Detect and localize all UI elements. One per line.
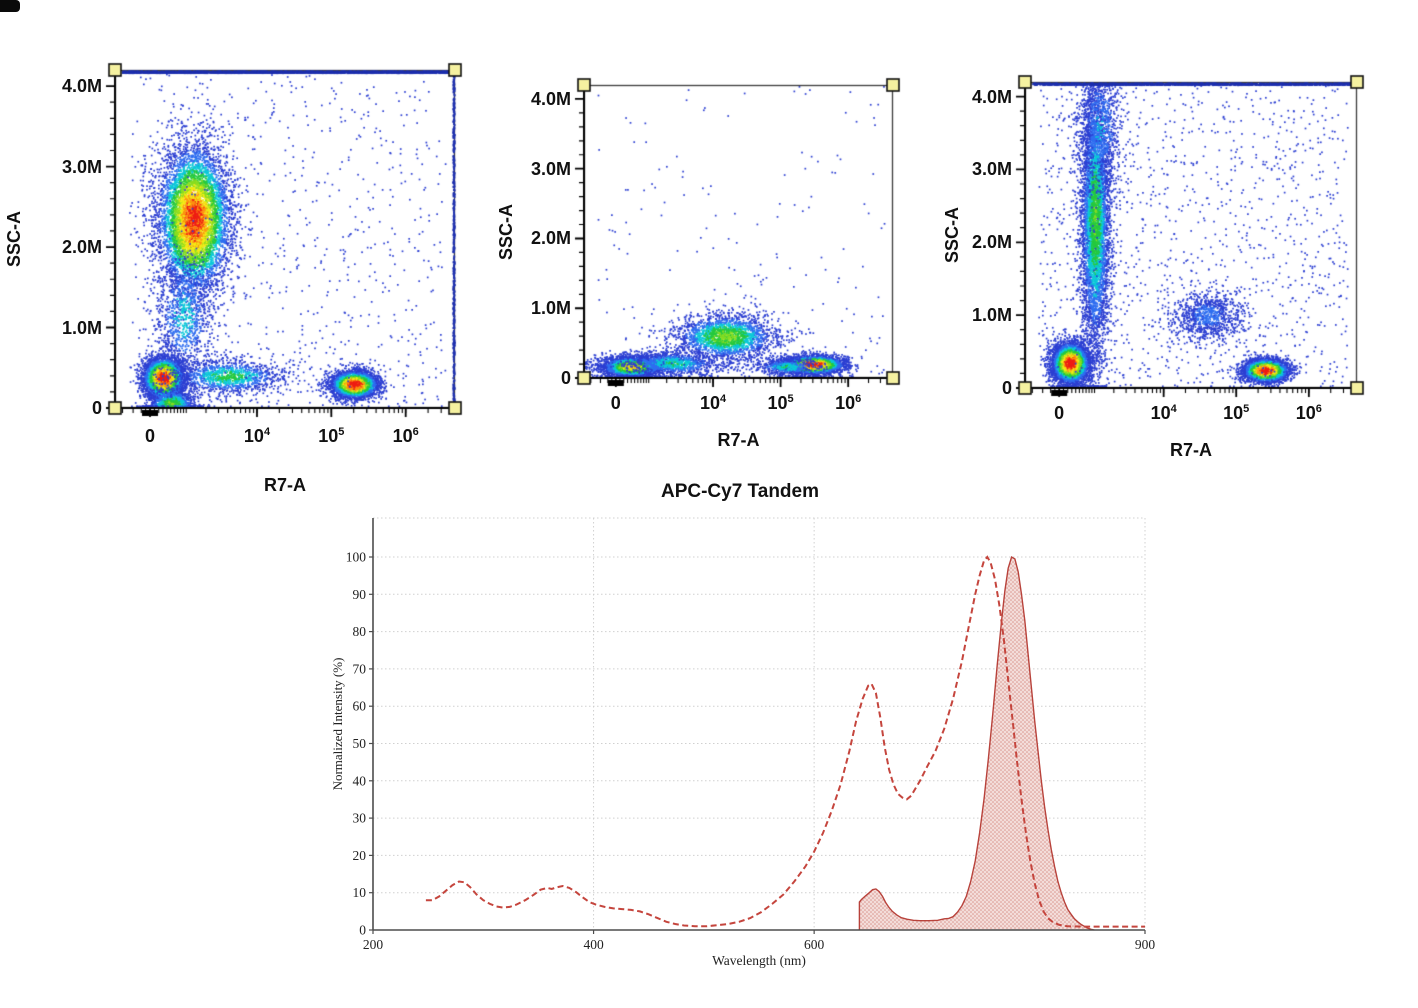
x-tick-label: 200 bbox=[363, 937, 384, 952]
fcs-plot-right-ylabel: SSC-A bbox=[942, 207, 962, 264]
fcs-plot-middle-ytick: 3.0M bbox=[530, 158, 571, 179]
fcs-plot-right-xlabel: R7-A bbox=[1169, 440, 1213, 460]
fcs-plot-right bbox=[1011, 72, 1371, 408]
fcs-plot-middle-xtick: 0 bbox=[610, 393, 621, 413]
x-tick-label: 900 bbox=[1135, 937, 1156, 952]
y-tick-label: 100 bbox=[346, 550, 367, 565]
fcs-plot-right-ytick: 2.0M bbox=[971, 232, 1012, 253]
fcs-plot-middle-ytick: 1.0M bbox=[530, 298, 571, 319]
exponent: 6 bbox=[1315, 403, 1322, 415]
corner-artifact bbox=[0, 0, 20, 12]
fcs-plot-right-ytick: 0 bbox=[1001, 378, 1012, 398]
exponent: 4 bbox=[263, 426, 271, 438]
fcs-plot-left-ytick: 3.0M bbox=[61, 156, 102, 177]
fcs-plot-left-xtick: 104 bbox=[243, 426, 271, 446]
y-tick-label: 70 bbox=[353, 661, 367, 676]
fcs-plot-middle-xtick: 105 bbox=[767, 393, 794, 413]
fcs-plot-left-xlabel: R7-A bbox=[263, 475, 307, 495]
emission-area bbox=[859, 557, 1095, 930]
x-tick-label: 400 bbox=[583, 937, 604, 952]
x-axis-title: Wavelength (nm) bbox=[712, 953, 806, 968]
exponent: 5 bbox=[338, 426, 345, 438]
fcs-plot-middle-ytick: 4.0M bbox=[530, 88, 571, 109]
fcs-plot-right-canvas bbox=[1011, 72, 1371, 408]
y-tick-label: 60 bbox=[353, 699, 367, 714]
y-tick-label: 50 bbox=[353, 736, 367, 751]
fcs-plot-middle-xtick: 104 bbox=[699, 393, 727, 413]
fcs-plot-left-xtick: 0 bbox=[145, 426, 156, 446]
fcs-plot-middle-ytick: 2.0M bbox=[530, 228, 571, 249]
fcs-plot-right-xtick: 104 bbox=[1150, 403, 1177, 423]
emission-outline bbox=[858, 555, 1095, 931]
exponent: 5 bbox=[1243, 403, 1250, 415]
y-tick-label: 0 bbox=[359, 923, 366, 938]
fcs-plot-left-ytick: 0 bbox=[91, 398, 102, 418]
exponent: 4 bbox=[719, 393, 727, 405]
fcs-plot-middle-ytick: 0 bbox=[560, 368, 571, 388]
y-tick-label: 80 bbox=[353, 624, 367, 639]
fcs-plot-left-ylabel: SSC-A bbox=[4, 211, 24, 268]
y-tick-label: 10 bbox=[353, 885, 367, 900]
fcs-plot-right-ytick: 4.0M bbox=[971, 86, 1012, 107]
fcs-plot-left-ytick: 1.0M bbox=[61, 317, 102, 338]
spectrum-svg: 0 10 20 30 40 50 60 70 80 90 100 200 400 600 900 Wavele… bbox=[330, 517, 1156, 968]
fcs-plot-left bbox=[101, 60, 469, 428]
fcs-plot-left-ytick: 2.0M bbox=[61, 237, 102, 258]
fcs-plot-middle-ylabel: SSC-A bbox=[496, 203, 516, 260]
exponent: 6 bbox=[412, 426, 419, 438]
fcs-plot-middle-xtick: 106 bbox=[835, 393, 862, 413]
exponent: 6 bbox=[855, 393, 862, 405]
spectrum-title: APC-Cy7 Tandem bbox=[660, 481, 819, 502]
y-tick-label: 90 bbox=[353, 587, 367, 602]
fcs-plot-right-xtick: 0 bbox=[1054, 403, 1065, 423]
fcs-plot-right-xtick: 106 bbox=[1295, 403, 1322, 423]
y-tick-label: 30 bbox=[353, 811, 367, 826]
apc-cy7-spectrum: 0 10 20 30 40 50 60 70 80 90 100 200 400 600 900 Wavele… bbox=[330, 495, 1180, 995]
exponent: 5 bbox=[787, 393, 794, 405]
fcs-plot-right-ytick: 1.0M bbox=[971, 305, 1012, 326]
y-tick-label: 20 bbox=[353, 848, 367, 863]
fcs-plot-middle bbox=[570, 75, 907, 398]
fcs-plot-middle-xlabel: R7-A bbox=[717, 430, 760, 450]
fcs-plot-left-xtick: 106 bbox=[392, 426, 419, 446]
fcs-plot-left-canvas bbox=[101, 60, 469, 428]
fcs-plot-right-xtick: 105 bbox=[1223, 403, 1250, 423]
x-tick-label: 600 bbox=[804, 937, 825, 952]
y-tick-label: 40 bbox=[353, 773, 367, 788]
y-axis-title: Normalized Intensity (%) bbox=[330, 658, 345, 791]
exponent: 4 bbox=[1170, 403, 1177, 415]
excitation-dashed-line bbox=[425, 555, 1145, 928]
fcs-plot-middle-canvas bbox=[570, 75, 907, 398]
fcs-plot-right-ytick: 3.0M bbox=[971, 159, 1012, 180]
fcs-plot-left-xtick: 105 bbox=[318, 426, 345, 446]
fcs-plot-left-ytick: 4.0M bbox=[61, 76, 102, 97]
